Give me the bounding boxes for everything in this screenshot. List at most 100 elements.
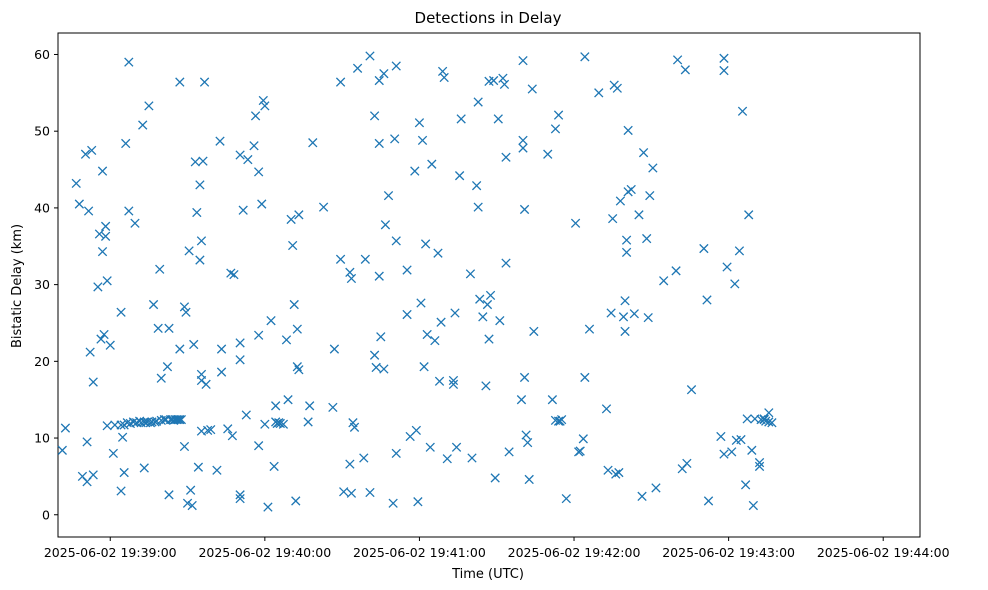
data-point — [216, 367, 227, 377]
data-point — [71, 178, 81, 189]
data-point — [473, 202, 483, 212]
data-point — [142, 417, 153, 427]
data-point — [519, 372, 530, 383]
data-point — [189, 339, 199, 350]
data-point — [206, 424, 216, 435]
data-point — [410, 166, 420, 176]
data-point — [374, 75, 384, 86]
data-point — [288, 240, 298, 251]
data-point — [97, 246, 108, 257]
data-point — [471, 180, 482, 191]
y-tick-label: 0 — [42, 507, 50, 522]
data-point — [235, 338, 245, 348]
data-point — [346, 488, 357, 498]
data-point — [292, 362, 302, 372]
data-point — [102, 276, 112, 286]
data-point — [131, 418, 142, 428]
data-point — [345, 459, 355, 469]
data-point — [561, 493, 571, 504]
data-point — [202, 425, 213, 436]
data-point — [271, 401, 281, 411]
data-point — [727, 447, 737, 457]
data-point — [390, 134, 400, 144]
x-tick-label: 2025-06-02 19:44:00 — [817, 545, 950, 560]
data-point — [184, 246, 194, 256]
data-point — [614, 467, 624, 478]
data-point — [374, 271, 384, 281]
y-tick-label: 60 — [34, 47, 50, 62]
data-point — [278, 419, 289, 429]
data-point — [124, 57, 134, 67]
y-tick-label: 30 — [34, 277, 50, 292]
data-point — [286, 214, 296, 225]
data-point — [481, 381, 491, 391]
data-point — [74, 199, 84, 209]
data-point — [606, 308, 616, 318]
data-point — [108, 448, 119, 459]
data-point — [490, 473, 500, 483]
data-point — [642, 233, 652, 244]
data-point — [130, 218, 140, 228]
data-point — [578, 434, 588, 444]
data-point — [175, 414, 185, 425]
y-tick-label: 20 — [34, 354, 50, 369]
plot-area: 2025-06-02 19:39:00 2025-06-02 19:40:00 20… — [34, 32, 950, 560]
data-point — [60, 423, 71, 433]
data-point — [175, 344, 185, 354]
data-point — [345, 267, 355, 278]
data-point — [187, 500, 197, 511]
data-point — [139, 463, 149, 473]
data-point — [716, 431, 726, 442]
data-point — [195, 255, 205, 265]
data-point — [253, 330, 264, 340]
data-point — [671, 266, 681, 276]
data-point — [611, 469, 621, 479]
data-point — [521, 430, 531, 440]
data-point — [87, 145, 97, 156]
data-point — [422, 329, 432, 340]
data-point — [360, 254, 370, 264]
data-point — [629, 309, 639, 319]
data-point — [144, 101, 154, 111]
data-point — [737, 106, 748, 116]
data-point — [621, 247, 632, 258]
y-axis-label: Bistatic Delay (km) — [10, 224, 25, 348]
data-point — [634, 210, 644, 220]
data-point — [153, 323, 163, 334]
data-point — [754, 461, 765, 472]
data-point — [580, 52, 590, 62]
data-point — [365, 487, 375, 498]
y-tick-label: 10 — [34, 431, 50, 446]
data-point — [359, 453, 369, 463]
data-point — [420, 239, 431, 249]
data-point — [227, 431, 238, 441]
chart-title: Detections in Delay — [415, 9, 562, 27]
data-point — [623, 125, 633, 136]
data-point — [181, 307, 191, 317]
data-point — [229, 269, 239, 280]
data-point — [651, 483, 661, 493]
data-point — [223, 424, 233, 434]
data-point — [235, 490, 245, 500]
data-point — [442, 454, 452, 464]
data-point — [682, 458, 692, 469]
x-tick-label: 2025-06-02 19:40:00 — [198, 545, 331, 560]
data-point — [672, 55, 683, 65]
y-tick-label: 50 — [34, 124, 50, 139]
data-point — [680, 65, 690, 75]
data-point — [328, 402, 338, 413]
data-point — [176, 414, 187, 425]
data-point — [238, 205, 248, 215]
data-point — [467, 453, 477, 463]
data-point — [102, 421, 112, 431]
data-point — [411, 425, 422, 436]
data-point — [124, 206, 134, 216]
data-point — [742, 414, 752, 424]
data-point — [488, 75, 499, 86]
data-point — [618, 312, 629, 322]
data-point — [764, 408, 774, 418]
data-point — [451, 442, 462, 452]
data-point — [94, 229, 105, 239]
data-point — [215, 136, 225, 146]
data-point — [645, 190, 655, 201]
